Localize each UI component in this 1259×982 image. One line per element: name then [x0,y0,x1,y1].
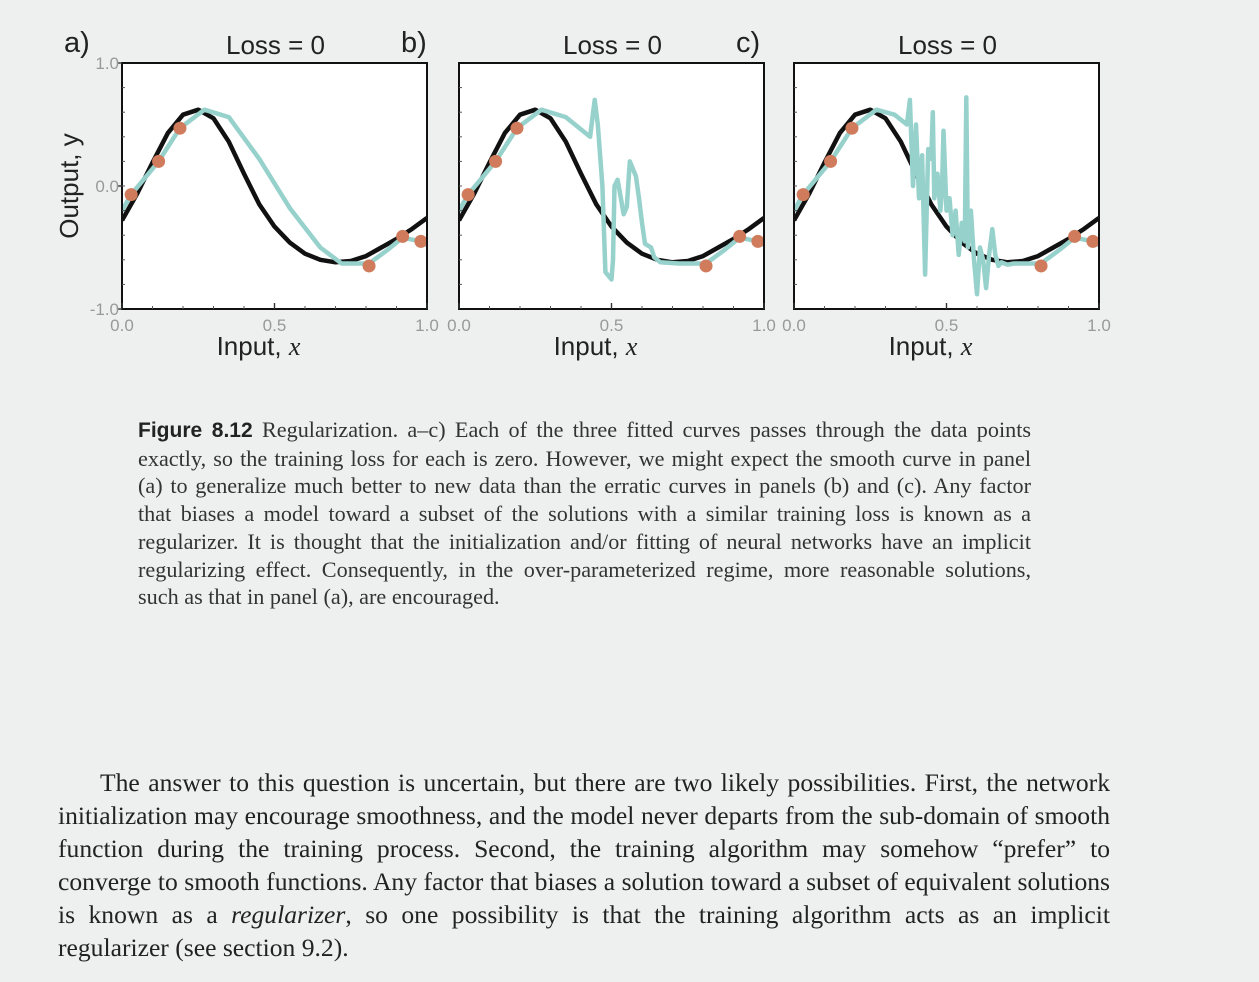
body-paragraph: The answer to this question is uncertain… [58,766,1110,964]
plot-content [459,97,764,282]
data-point [733,229,747,243]
plot-content [122,107,427,273]
x-axis-label-var: x [625,332,638,361]
fitted-curve-line [794,95,1099,297]
data-point [173,121,187,135]
true-function-line [794,107,1099,265]
regularization-figure: Output, y 0.0 0.5 1.01.00.0-1.0a) Loss = 0I… [54,27,1111,361]
x-axis-label: Input, x [554,331,638,361]
data-point [796,188,810,202]
x-axis-label: Input, x [889,331,973,361]
plot-content [794,95,1099,297]
data-point [124,188,138,202]
data-point [152,154,166,168]
fitted-curve-line [122,107,427,266]
data-point [489,154,503,168]
panel-title: Loss = 0 [898,30,997,60]
y-tick-label: -1.0 [90,300,119,319]
data-point [1034,259,1048,273]
figure-number: Figure 8.12 [138,419,253,442]
data-point [824,154,838,168]
y-tick-label: 1.0 [95,54,119,73]
figure-caption: Figure 8.12 Regularization. a–c) Each of… [138,416,1031,611]
x-axis-label-text: Input, [217,331,289,361]
x-axis-label-var: x [960,332,973,361]
data-point [362,259,376,273]
x-tick-label: 0.5 [600,316,624,335]
body-text-part2: , so one possibility is that the trainin… [58,900,1110,962]
data-point [1068,229,1082,243]
panel-title: Loss = 0 [226,30,325,60]
x-tick-label: 1.0 [415,316,439,335]
y-axis-label: Output, y [54,133,84,239]
body-emphasis: regularizer [231,900,346,929]
x-tick-label: 0.5 [263,316,287,335]
data-point [461,188,475,202]
panel-label: c) [736,27,760,59]
x-axis-label-text: Input, [554,331,626,361]
y-tick-label: 0.0 [95,177,119,196]
x-tick-label: 0.0 [782,316,806,335]
panel-b: 0.0 0.5 1.0 b) Loss = 0 Input, x [401,27,776,361]
x-tick-label: 0.5 [935,316,959,335]
data-point [699,259,713,273]
panel-label: b) [401,27,427,59]
data-point [414,234,427,248]
x-tick-label: 0.0 [447,316,471,335]
panel-title: Loss = 0 [563,30,662,60]
x-tick-label: 1.0 [1087,316,1111,335]
x-axis-label: Input, x [217,331,301,361]
x-tick-label: 0.0 [110,316,134,335]
caption-text: Regularization. a–c) Each of the three f… [138,417,1031,610]
data-point [1086,234,1099,248]
body-text-part1: The answer to this question is uncertain… [58,768,1110,929]
data-point [751,234,764,248]
fitted-curve-line [459,97,764,282]
data-point [510,121,524,135]
x-axis-label-var: x [288,332,301,361]
x-axis-label-text: Input, [889,331,961,361]
data-point [396,229,410,243]
panel-c: 0.0 0.5 1.0 c) Loss = 0 Input, x [736,27,1111,361]
data-point [845,121,859,135]
panel-label: a) [64,27,90,59]
x-tick-label: 1.0 [752,316,776,335]
true-function-line [122,107,427,265]
